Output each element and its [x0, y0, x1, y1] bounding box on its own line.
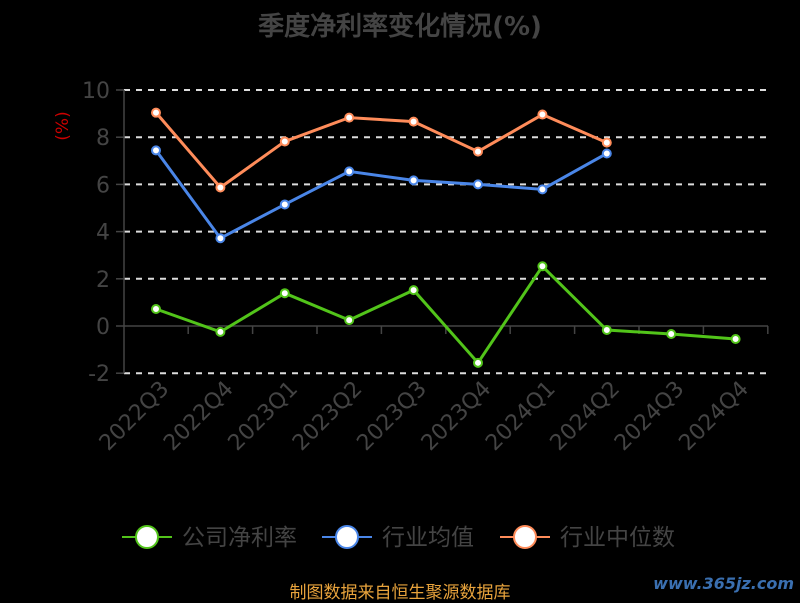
x-tick-label: 2022Q3 [95, 377, 174, 456]
x-tick-label: 2023Q1 [224, 377, 303, 456]
x-tick-label: 2024Q1 [481, 377, 560, 456]
source-note: 制图数据来自恒生聚源数据库 [289, 583, 511, 603]
data-point [215, 326, 226, 337]
x-tick-label: 2022Q4 [159, 377, 238, 456]
legend-item[interactable]: 公司净利率 [122, 525, 297, 551]
x-tick-label: 2024Q2 [546, 377, 625, 456]
data-point [408, 116, 419, 127]
data-point [344, 166, 355, 177]
data-point [279, 288, 290, 299]
data-point [473, 146, 483, 157]
x-tick-label: 2024Q4 [674, 377, 753, 456]
y-axis-label: (%) [53, 111, 73, 140]
legend-label: 行业均值 [382, 525, 474, 551]
data-point [151, 304, 161, 315]
data-point [473, 179, 483, 190]
x-tick-label: 2023Q2 [288, 377, 367, 456]
data-point [215, 182, 226, 193]
x-tick-label: 2023Q3 [352, 377, 431, 456]
data-point [730, 333, 741, 344]
data-point [151, 107, 161, 118]
data-point [408, 175, 419, 186]
y-tick-label: 2 [96, 268, 110, 293]
data-point [537, 184, 548, 195]
y-tick-label: 8 [96, 126, 110, 151]
y-tick-label: 6 [96, 173, 110, 198]
data-point [279, 199, 290, 210]
data-point [344, 315, 355, 326]
legend-label: 公司净利率 [182, 525, 297, 551]
x-tick-label: 2023Q4 [417, 377, 496, 456]
legend-marker [335, 525, 359, 549]
legend-item[interactable]: 行业中位数 [500, 525, 675, 551]
data-point [601, 325, 612, 336]
legend-marker [135, 525, 159, 549]
watermark: www.365jz.com [653, 574, 794, 593]
data-point [601, 137, 612, 148]
legend-label: 行业中位数 [560, 525, 675, 551]
data-point [537, 261, 548, 272]
data-point [344, 112, 355, 123]
data-point [215, 233, 226, 244]
data-point [473, 357, 483, 368]
y-tick-label: 10 [82, 79, 110, 104]
x-tick-label: 2024Q3 [610, 377, 689, 456]
y-tick-label: 0 [96, 315, 110, 340]
chart-title: 季度净利率变化情况(%) [258, 12, 542, 42]
legend-marker [513, 525, 537, 549]
data-point [666, 329, 677, 340]
data-point [151, 145, 161, 156]
series-line [154, 149, 608, 241]
y-tick-label: 4 [96, 221, 110, 246]
y-tick-label: -2 [88, 362, 110, 387]
series-line [155, 263, 736, 366]
data-point [601, 148, 612, 159]
series-line [154, 111, 608, 190]
legend-item[interactable]: 行业均值 [322, 525, 474, 551]
data-point [279, 136, 290, 147]
data-point [537, 109, 548, 120]
data-point [408, 285, 419, 296]
